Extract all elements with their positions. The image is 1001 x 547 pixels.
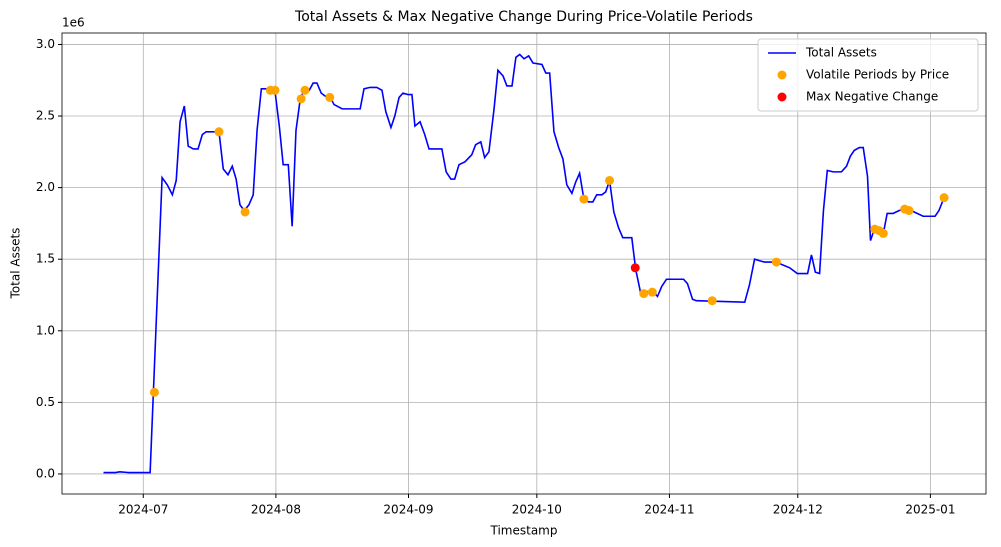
- scatter-point: [904, 206, 914, 216]
- chart-title: Total Assets & Max Negative Change Durin…: [294, 9, 753, 25]
- x-axis-label: Timestamp: [490, 524, 558, 538]
- scatter-point: [605, 175, 615, 185]
- scatter-point: [878, 228, 888, 238]
- legend-swatch: [777, 92, 787, 102]
- legend-label: Max Negative Change: [806, 90, 938, 104]
- scatter-point: [270, 85, 280, 95]
- scatter-point: [325, 92, 335, 102]
- scatter-point: [647, 287, 657, 297]
- legend-label: Volatile Periods by Price: [806, 68, 949, 82]
- scatter-point: [639, 289, 649, 299]
- scatter-point: [939, 193, 949, 203]
- y-tick-label: 1.0: [36, 323, 55, 337]
- line-series: [103, 53, 945, 474]
- legend-label: Total Assets: [805, 46, 877, 60]
- y-tick-label: 0.0: [36, 466, 55, 480]
- legend-box: [757, 38, 979, 112]
- scatter-point: [707, 296, 717, 306]
- scatter-point: [296, 94, 306, 104]
- y-axis-label: Total Assets: [9, 228, 23, 300]
- x-tick-label: 2024-09: [383, 503, 433, 517]
- scatter-point: [300, 85, 310, 95]
- legend-swatch: [777, 70, 787, 80]
- x-tick-label: 2024-12: [773, 503, 823, 517]
- scatter-point: [149, 387, 159, 397]
- scatter-point: [771, 257, 781, 267]
- y-tick-label: 2.0: [36, 180, 55, 194]
- x-tick-label: 2024-08: [251, 503, 301, 517]
- y-tick-label: 0.5: [36, 395, 55, 409]
- scatter-point: [214, 127, 224, 137]
- x-tick-label: 2024-10: [512, 503, 562, 517]
- scatter-point: [579, 194, 589, 204]
- scatter-point: [630, 263, 640, 273]
- axes-frame: [61, 32, 987, 495]
- x-tick-label: 2024-07: [118, 503, 168, 517]
- y-tick-label: 3.0: [36, 37, 55, 51]
- x-tick-label: 2024-11: [644, 503, 694, 517]
- y-tick-label: 2.5: [36, 109, 55, 123]
- y-tick-label: 1.5: [36, 252, 55, 266]
- x-tick-label: 2025-01: [905, 503, 955, 517]
- scatter-point: [240, 207, 250, 217]
- y-offset-label: 1e6: [62, 16, 85, 30]
